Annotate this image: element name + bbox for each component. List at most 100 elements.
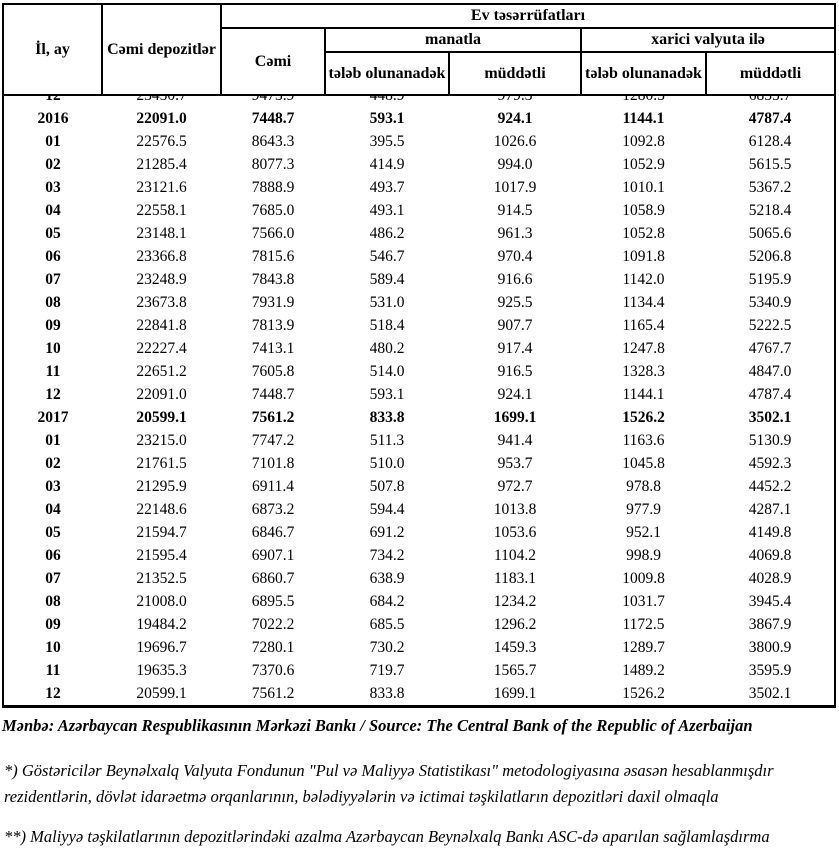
row-label-cell: 09 <box>45 317 61 334</box>
value-cell: 1489.2 <box>622 662 665 679</box>
footnote-1-line-2: rezidentlərin, dövlət idarəetmə orqanlar… <box>4 787 719 806</box>
row-label-cell: 10 <box>45 340 61 357</box>
value-cell: 7931.9 <box>251 294 295 311</box>
table-row: 11 22651.2 7605.8 514.0 916.5 1328.3 4847.0 <box>3 360 835 383</box>
footnote-1: *) Göstəricilər Beynəlxalq Valyuta Fondu… <box>0 758 839 812</box>
value-cell: 593.1 <box>369 386 405 403</box>
value-cell: 1699.1 <box>493 409 537 426</box>
value-cell: 7605.8 <box>251 363 295 380</box>
value-cell: 4767.7 <box>748 340 792 357</box>
row-label-cell: 03 <box>45 478 61 495</box>
value-cell: 21352.5 <box>136 570 187 587</box>
value-cell: 5222.5 <box>748 317 792 334</box>
value-cell: 1459.3 <box>493 639 537 656</box>
value-cell: 7888.9 <box>251 179 295 196</box>
table-row: 06 21595.4 6907.1 734.2 1104.2 998.9 4069.8 <box>3 544 835 567</box>
value-cell: 7448.7 <box>251 386 295 403</box>
value-cell: 5195.9 <box>748 271 792 288</box>
value-cell: 1009.8 <box>622 570 665 587</box>
value-cell: 7561.2 <box>251 409 295 426</box>
value-cell: 6128.4 <box>748 133 792 150</box>
value-cell: 480.2 <box>369 340 405 357</box>
value-cell: 6873.2 <box>251 501 295 518</box>
row-label-cell: 12 <box>45 95 61 104</box>
value-cell: 7561.2 <box>251 685 295 702</box>
table-row: 10 19696.7 7280.1 730.2 1459.3 1289.7 3800.9 <box>3 636 835 659</box>
footnote-1-line-1: *) Göstəricilər Beynəlxalq Valyuta Fondu… <box>4 761 774 780</box>
value-cell: 22227.4 <box>136 340 187 357</box>
value-cell: 1526.2 <box>622 685 665 702</box>
value-cell: 20599.1 <box>136 685 187 702</box>
value-cell: 1092.8 <box>622 133 665 150</box>
value-cell: 5065.6 <box>748 225 792 242</box>
value-cell: 22576.5 <box>136 133 187 150</box>
value-cell: 4069.8 <box>748 547 792 564</box>
value-cell: 20599.1 <box>136 409 187 426</box>
value-cell: 511.3 <box>369 432 405 449</box>
table-row: 01 22576.5 8643.3 395.5 1026.6 1092.8 6128.4 <box>3 130 835 153</box>
value-cell: 994.0 <box>497 156 533 173</box>
header-foreign-term: müddətli <box>704 51 837 96</box>
value-cell: 1289.7 <box>622 639 665 656</box>
value-cell: 531.0 <box>369 294 405 311</box>
value-cell: 1699.1 <box>493 685 537 702</box>
value-cell: 907.7 <box>497 317 533 334</box>
value-cell: 23673.8 <box>136 294 187 311</box>
value-cell: 6855.7 <box>748 95 792 104</box>
value-cell: 8077.3 <box>251 156 295 173</box>
value-cell: 22651.2 <box>136 363 187 380</box>
value-cell: 924.1 <box>497 386 533 403</box>
value-cell: 518.4 <box>369 317 405 334</box>
row-label-cell: 08 <box>45 294 61 311</box>
row-label-cell: 01 <box>45 133 61 150</box>
header-households-group: Ev təsərrüfatları <box>219 3 837 29</box>
value-cell: 1013.8 <box>493 501 537 518</box>
value-cell: 1234.2 <box>493 593 537 610</box>
value-cell: 8643.3 <box>251 133 295 150</box>
value-cell: 1031.7 <box>622 593 665 610</box>
value-cell: 972.7 <box>497 478 533 495</box>
value-cell: 1183.1 <box>493 570 537 587</box>
value-cell: 734.2 <box>369 547 405 564</box>
value-cell: 7815.6 <box>251 248 295 265</box>
value-cell: 1163.6 <box>622 432 665 449</box>
value-cell: 833.8 <box>369 409 405 426</box>
value-cell: 977.9 <box>626 501 661 518</box>
table-row: 03 21295.9 6911.4 507.8 972.7 978.8 4452.2 <box>3 475 835 498</box>
value-cell: 1328.3 <box>622 363 665 380</box>
value-cell: 5615.5 <box>748 156 792 173</box>
row-label-cell: 12 <box>45 386 61 403</box>
value-cell: 507.8 <box>369 478 405 495</box>
value-cell: 23248.9 <box>136 271 187 288</box>
value-cell: 7813.9 <box>251 317 295 334</box>
table-row: 10 22227.4 7413.1 480.2 917.4 1247.8 4767.7 <box>3 337 835 360</box>
value-cell: 1058.9 <box>622 202 665 219</box>
value-cell: 1134.4 <box>622 294 665 311</box>
value-cell: 1247.8 <box>622 340 665 357</box>
value-cell: 589.4 <box>369 271 405 288</box>
value-cell: 1565.7 <box>493 662 537 679</box>
value-cell: 493.1 <box>369 202 405 219</box>
value-cell: 3502.1 <box>748 685 792 702</box>
table-row: 04 22148.6 6873.2 594.4 1013.8 977.9 4287.1 <box>3 498 835 521</box>
value-cell: 1165.4 <box>622 317 665 334</box>
value-cell: 7843.8 <box>251 271 295 288</box>
value-cell: 924.1 <box>497 110 533 127</box>
table-row: 08 23673.8 7931.9 531.0 925.5 1134.4 5340.9 <box>3 291 835 314</box>
value-cell: 3945.4 <box>748 593 792 610</box>
value-cell: 979.3 <box>497 95 533 104</box>
value-cell: 6895.5 <box>251 593 295 610</box>
table-row-partially-scrolled: 12 23450.7 9473.9 448.9 979.3 1280.3 685… <box>3 95 835 107</box>
value-cell: 21594.7 <box>136 524 187 541</box>
value-cell: 21761.5 <box>136 455 187 472</box>
row-label-cell: 05 <box>45 524 61 541</box>
value-cell: 486.2 <box>369 225 405 242</box>
value-cell: 1017.9 <box>493 179 537 196</box>
value-cell: 546.7 <box>369 248 405 265</box>
value-cell: 1296.2 <box>493 616 537 633</box>
value-cell: 4452.2 <box>748 478 792 495</box>
table-header: İl, ay Cəmi depozitlər Ev təsərrüfatları… <box>2 3 837 96</box>
row-label-cell: 01 <box>45 432 61 449</box>
table-row: 01 23215.0 7747.2 511.3 941.4 1163.6 5130.9 <box>3 429 835 452</box>
table-row: 06 23366.8 7815.6 546.7 970.4 1091.8 5206.8 <box>3 245 835 268</box>
